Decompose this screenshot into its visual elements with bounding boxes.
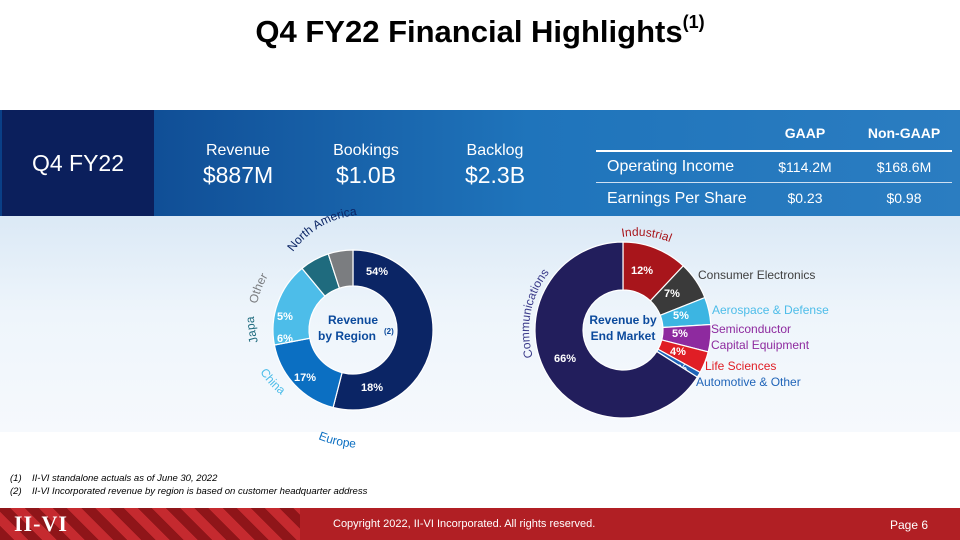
- category-label-other: Other: [246, 271, 270, 305]
- copyright-text: Copyright 2022, II-VI Incorporated. All …: [333, 518, 596, 530]
- revenue-metric: Revenue $887M: [178, 142, 298, 189]
- data-label-europe: 18%: [361, 382, 383, 394]
- table-row-divider: [596, 182, 952, 183]
- market-center-line2: End Market: [591, 329, 656, 343]
- non-gaap-header: Non-GAAP: [867, 125, 941, 141]
- data-label-north-america: 54%: [366, 266, 388, 278]
- data-label-aerospace-defense: 5%: [673, 310, 689, 322]
- slice-north-america: [332, 249, 434, 411]
- bookings-metric: Bookings $1.0B: [306, 142, 426, 189]
- legend-automotive-other: Automotive & Other: [696, 375, 801, 389]
- revenue-label: Revenue: [205, 142, 271, 159]
- legend-life-sciences: Life Sciences: [705, 359, 776, 373]
- data-label-communications: 66%: [554, 353, 576, 365]
- data-label-other: 5%: [277, 311, 293, 323]
- slice-communications: [534, 241, 699, 419]
- gaap-header: GAAP: [784, 125, 826, 141]
- footnote-1: (1) II-VI standalone actuals as of June 3…: [10, 473, 218, 484]
- operating-income-non-gaap: $168.6M: [876, 159, 932, 175]
- market-donut: 12%7%5%5%4%1%66%: [534, 241, 712, 419]
- footer-logo-pattern: [0, 508, 300, 540]
- page-title: Q4 FY22 Financial Highlights(1): [255, 12, 705, 49]
- eps-gaap: $0.23: [787, 190, 823, 206]
- data-label-semiconductor-capital-equipment: 5%: [672, 328, 688, 340]
- kpi-band: [0, 110, 960, 216]
- backlog-metric: Backlog $2.3B: [435, 142, 555, 189]
- legend-aerospace-defense: Aerospace & Defense: [712, 303, 829, 317]
- operating-income-label: Operating Income: [607, 158, 735, 175]
- backlog-value: $2.3B: [464, 162, 526, 188]
- revenue-value: $887M: [202, 162, 274, 188]
- chart-band: [0, 216, 960, 432]
- operating-income-gaap: $114.2M: [778, 159, 832, 175]
- bookings-label: Bookings: [333, 142, 399, 159]
- region-center-line1: Revenue: [328, 313, 378, 327]
- eps-non-gaap: $0.98: [886, 190, 922, 206]
- region-center-line2: by Region: [318, 329, 376, 343]
- data-label-industrial: 12%: [631, 265, 653, 277]
- data-label-china: 17%: [294, 372, 316, 384]
- region-donut: 54% 18% 17% 6% 5%: [272, 249, 434, 411]
- table-divider: [596, 150, 952, 152]
- data-label-consumer-electronics: 7%: [664, 288, 680, 300]
- backlog-label: Backlog: [466, 142, 524, 159]
- bookings-value: $1.0B: [335, 162, 397, 188]
- data-label-life-sciences: 4%: [670, 346, 686, 358]
- legend-semiconductor-line2: Capital Equipment: [711, 338, 810, 352]
- company-logo: II-VI: [14, 511, 68, 536]
- legend-consumer-electronics: Consumer Electronics: [698, 268, 815, 282]
- slice-other: [327, 249, 354, 289]
- category-label-europe: Europe: [317, 429, 357, 451]
- data-label-japan: 6%: [277, 333, 293, 345]
- region-center-sup: (2): [384, 327, 394, 336]
- page-number: Page 6: [890, 518, 929, 532]
- footnotes: (1) II-VI standalone actuals as of June 3…: [10, 472, 367, 498]
- period-label: Q4 FY22: [2, 110, 154, 216]
- market-center-line1: Revenue by: [589, 313, 657, 327]
- legend-semiconductor-line1: Semiconductor: [711, 322, 791, 336]
- eps-label: Earnings Per Share: [607, 190, 747, 207]
- category-label-north-america: North America: [284, 204, 358, 254]
- footnote-2: (2) II-VI Incorporated revenue by region …: [10, 486, 368, 497]
- category-label-japan: Japan: [0, 0, 261, 345]
